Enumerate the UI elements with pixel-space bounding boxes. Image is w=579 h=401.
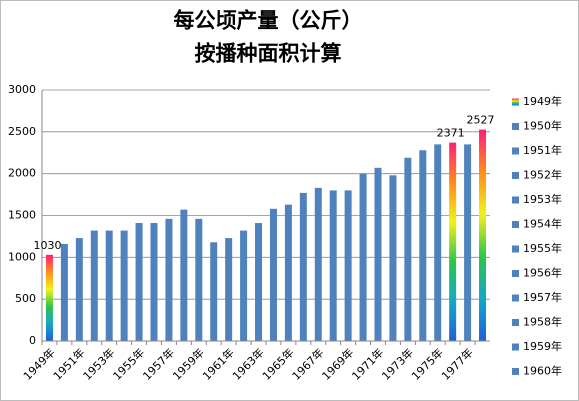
legend-swatch xyxy=(512,319,519,326)
chart-subtitle: 按播种面积计算 xyxy=(195,41,342,66)
legend-swatch xyxy=(512,294,519,302)
y-tick-label: 3000 xyxy=(8,83,36,96)
bar xyxy=(90,230,98,341)
value-label: 2371 xyxy=(437,127,465,140)
chart-title: 每公顷产量（公斤） xyxy=(174,8,363,33)
value-label: 2527 xyxy=(467,114,495,127)
bar xyxy=(120,230,128,341)
y-tick-label: 500 xyxy=(15,292,36,305)
bar xyxy=(75,238,83,341)
legend-label: 1949年 xyxy=(523,94,562,108)
legend-label: 1954年 xyxy=(523,217,562,231)
bar xyxy=(255,223,263,341)
legend-swatch xyxy=(512,245,519,253)
bar xyxy=(240,230,248,341)
legend-swatch xyxy=(512,221,519,228)
legend-label: 1958年 xyxy=(523,315,562,329)
y-tick-label: 2000 xyxy=(8,167,36,180)
bar xyxy=(464,144,472,341)
legend-swatch xyxy=(512,270,519,277)
bar xyxy=(389,175,397,341)
legend-swatch xyxy=(512,172,519,179)
bar xyxy=(150,223,158,341)
value-label: 1030 xyxy=(33,239,61,252)
legend-label: 1952年 xyxy=(523,168,562,182)
bar xyxy=(434,144,442,341)
bar xyxy=(479,129,487,341)
bar xyxy=(180,209,188,341)
legend-label: 1950年 xyxy=(523,119,562,133)
bar xyxy=(299,192,307,341)
legend-label: 1957年 xyxy=(523,290,562,304)
bar xyxy=(359,173,367,341)
bar xyxy=(60,243,68,341)
bar xyxy=(135,223,143,341)
bar xyxy=(374,167,382,341)
legend-label: 1951年 xyxy=(523,143,562,157)
bar xyxy=(284,204,292,341)
bar xyxy=(314,187,322,341)
legend-label: 1955年 xyxy=(523,241,562,255)
bar xyxy=(105,230,113,341)
bar xyxy=(344,190,352,341)
y-tick-label: 1000 xyxy=(8,250,36,263)
y-tick-label: 0 xyxy=(29,334,36,347)
legend-swatch xyxy=(512,123,519,130)
bar xyxy=(419,150,427,341)
legend-swatch xyxy=(512,343,519,351)
bar xyxy=(195,218,203,341)
legend-swatch xyxy=(512,196,519,204)
bar xyxy=(210,242,218,341)
legend-swatch xyxy=(512,147,519,155)
bar xyxy=(225,238,233,341)
y-tick-label: 2500 xyxy=(8,125,36,138)
bar xyxy=(404,157,412,341)
legend-swatch xyxy=(512,368,519,375)
y-tick-label: 1500 xyxy=(8,209,36,222)
legend-label: 1953年 xyxy=(523,192,562,206)
bar xyxy=(165,218,173,341)
bar xyxy=(269,208,277,341)
legend-label: 1960年 xyxy=(523,364,562,378)
legend-label: 1959年 xyxy=(523,339,562,353)
legend-label: 1956年 xyxy=(523,266,562,280)
legend-swatch xyxy=(512,98,519,106)
bar xyxy=(449,142,457,341)
bar xyxy=(45,254,53,341)
bar xyxy=(329,190,337,341)
